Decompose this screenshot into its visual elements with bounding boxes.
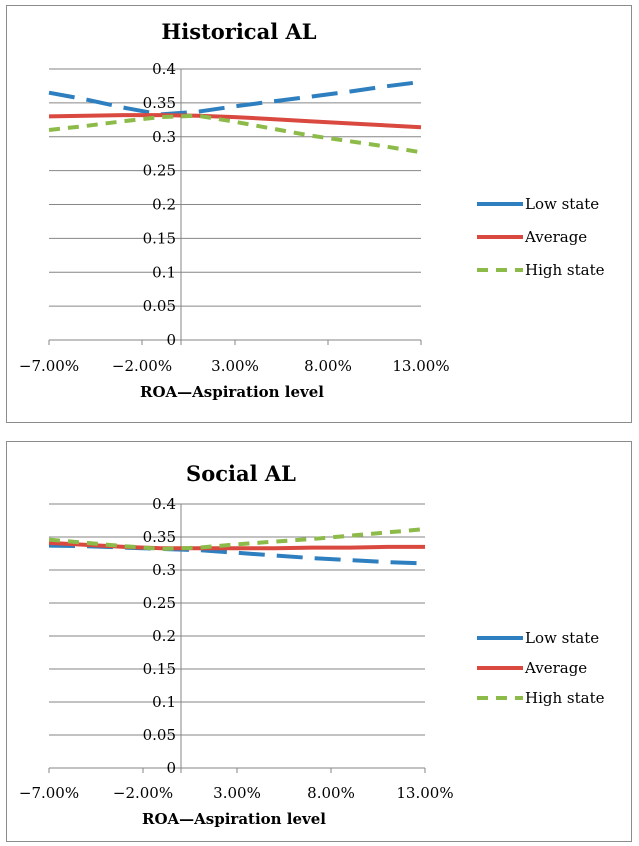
y-tick-label: 0.1: [152, 693, 176, 711]
social-al-chart: Social AL 0 0.05 0.1 0.15 0.2 0.25 0.3 0.35 0.4 −7…: [19, 461, 605, 828]
y-tick-label: 0.35: [143, 528, 176, 546]
legend-label-high-state: High state: [525, 689, 605, 707]
historical-al-chart: Historical AL 0 0.05 0.1 0.15 0.2 0.25 0.3 0.35 0…: [19, 19, 605, 401]
legend-label-low-state: Low state: [525, 195, 599, 213]
x-tick-label: 8.00%: [304, 357, 352, 375]
x-axis-title: ROA—Aspiration level: [142, 810, 326, 828]
y-tick-label: 0.25: [143, 594, 176, 612]
y-tick-label: 0.4: [152, 60, 176, 78]
social-al-chart-panel: Social AL 0 0.05 0.1 0.15 0.2 0.25 0.3 0.35 0.4 −7…: [6, 441, 632, 842]
y-tick-label: 0.1: [152, 263, 176, 281]
y-tick-label: 0.3: [152, 128, 176, 146]
y-tick-label: 0.05: [143, 297, 176, 315]
series-line-average: [48, 113, 422, 130]
chart-title: Social AL: [186, 461, 296, 486]
x-tick-label: 13.00%: [396, 784, 453, 802]
series-line-low-state: [48, 79, 422, 117]
y-tick-label: 0.3: [152, 561, 176, 579]
x-tick-label: 3.00%: [211, 357, 259, 375]
y-tick-label: 0.35: [143, 94, 176, 112]
y-tick-label: 0.4: [152, 495, 176, 513]
y-tick-label: 0.15: [143, 229, 176, 247]
legend-label-low-state: Low state: [525, 629, 599, 647]
x-tick-label: 13.00%: [392, 357, 449, 375]
x-tick-label: 3.00%: [213, 784, 261, 802]
chart-title: Historical AL: [161, 19, 316, 44]
x-tick-label: −7.00%: [19, 784, 79, 802]
y-tick-label: 0.05: [143, 726, 176, 744]
legend-label-high-state: High state: [525, 261, 605, 279]
legend-label-average: Average: [524, 659, 587, 677]
y-tick-label: 0.25: [143, 162, 176, 180]
x-tick-label: −7.00%: [19, 357, 79, 375]
x-tick-label: −2.00%: [112, 357, 172, 375]
y-tick-label: 0.2: [152, 627, 176, 645]
x-axis-title: ROA—Aspiration level: [140, 383, 324, 401]
x-tick-label: −2.00%: [113, 784, 173, 802]
historical-al-chart-panel: Historical AL 0 0.05 0.1 0.15 0.2 0.25 0.3 0.35 0…: [6, 5, 632, 423]
y-tick-label: 0.2: [152, 196, 176, 214]
y-tick-label: 0: [166, 331, 176, 349]
legend-label-average: Average: [524, 228, 587, 246]
series-line-high-state: [48, 527, 426, 551]
x-tick-label: 8.00%: [307, 784, 355, 802]
y-tick-label: 0.15: [143, 660, 176, 678]
series-line-average: [48, 540, 425, 551]
y-tick-label: 0: [166, 759, 176, 777]
series-line-high-state: [48, 113, 422, 155]
